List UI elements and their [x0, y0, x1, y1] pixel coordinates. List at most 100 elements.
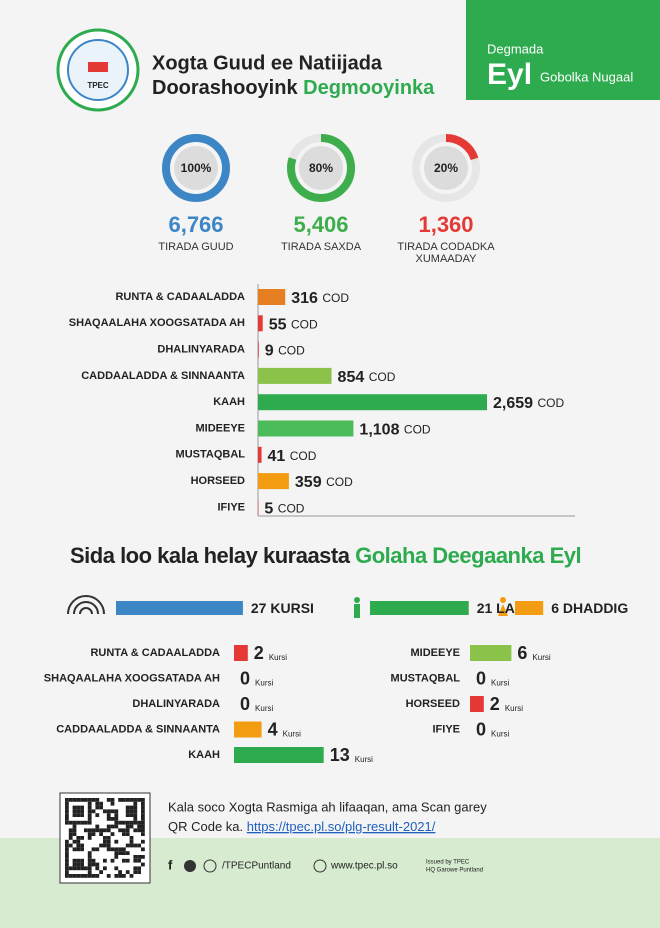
qr-module [76, 858, 81, 863]
total: 5,406 [293, 212, 348, 237]
qr-module [80, 836, 84, 840]
qr-module [133, 843, 138, 848]
party-label: HORSEED [406, 698, 460, 710]
qr-module [91, 809, 96, 814]
value-label: 854 COD [338, 369, 396, 386]
party-label: MUSTAQBAL [391, 672, 461, 684]
qr-module [103, 836, 107, 840]
qr-module [95, 798, 100, 802]
issued: Issued by TPEC [426, 860, 470, 866]
unit: Kursi [491, 679, 509, 688]
qr-module [80, 820, 84, 825]
qr-module [72, 862, 77, 867]
qr-module [76, 820, 81, 825]
qr-module [65, 866, 69, 871]
unit: Kursi [505, 704, 523, 713]
unit: COD [369, 370, 396, 384]
qr-module [129, 824, 134, 829]
qr-module [80, 805, 84, 810]
qr-module [118, 798, 122, 802]
unit: COD [290, 449, 317, 463]
qr-module [95, 866, 100, 871]
qr-module [95, 874, 100, 878]
qr-module [65, 813, 69, 817]
qr-module [129, 874, 134, 878]
qr-module [84, 828, 88, 833]
party-label: IFIYE [217, 501, 245, 513]
qr-module [106, 847, 111, 852]
qr-module [114, 866, 119, 871]
qr-module [76, 874, 81, 878]
qr-module [125, 851, 130, 855]
party-label: KAAH [188, 749, 220, 761]
qr-module [106, 813, 111, 817]
qr-module [106, 817, 111, 821]
unit: COD [326, 475, 353, 489]
bar [258, 341, 259, 358]
seat-label: 4 Kursi [268, 719, 301, 739]
qr-module [72, 839, 77, 844]
qr-module [84, 798, 88, 802]
unit: Kursi [283, 730, 301, 739]
qr-module [137, 858, 141, 863]
qr-module [118, 847, 122, 852]
qr-module [114, 809, 119, 814]
qr-module [106, 874, 111, 878]
caption: TIRADA GUUD [158, 241, 234, 253]
qr-module [110, 824, 115, 829]
qr-module [87, 832, 92, 836]
unit: COD [291, 317, 318, 331]
qr-module [114, 820, 119, 825]
female-icon [498, 597, 508, 616]
qr-module [122, 847, 126, 852]
qr-module [80, 813, 84, 817]
qr-module [72, 866, 77, 871]
globe-icon [313, 859, 327, 873]
qr-module [118, 828, 122, 833]
qr-module [125, 858, 130, 863]
qr-module [65, 851, 69, 855]
party-label: SHAQAALAHA XOOGSATADA AH [69, 317, 245, 329]
link[interactable]: https://tpec.pl.so/plg-result-2021/ [247, 819, 436, 834]
qr-module [84, 820, 88, 825]
qr-module [114, 874, 119, 878]
seat-bar [234, 721, 262, 738]
value: 6 [517, 643, 527, 663]
qr-module [125, 813, 130, 817]
qr-module [122, 874, 126, 878]
social-icon [184, 860, 196, 872]
qr-module [114, 824, 119, 829]
qr-module [129, 820, 134, 825]
party-label: IFIYE [432, 723, 460, 735]
male-icon [354, 597, 360, 618]
qr-module [87, 874, 92, 878]
unit: Kursi [255, 679, 273, 688]
qr-module [65, 820, 69, 825]
bar [258, 367, 332, 384]
qr-module [125, 870, 130, 874]
qr-module [65, 809, 69, 814]
qr-module [103, 839, 107, 844]
social-handle: /TPECPuntland [222, 861, 291, 872]
value: 0 [476, 719, 486, 739]
seat-label: 0 Kursi [476, 668, 509, 688]
section-title-highlight: Golaha Deegaanka Eyl [355, 543, 581, 568]
qr-module [84, 874, 88, 878]
district-box [466, 0, 660, 100]
qr-module [125, 798, 130, 802]
qr-module [65, 798, 69, 802]
qr-module [110, 858, 115, 863]
qr-module [141, 824, 145, 829]
qr-module [91, 832, 96, 836]
logo-box [88, 62, 108, 72]
party-label: KAAH [213, 396, 245, 408]
qr-module [76, 798, 81, 802]
qr-module [141, 809, 145, 814]
qr-module [106, 798, 111, 802]
qr-module [103, 828, 107, 833]
social-icons: f [168, 857, 173, 872]
value: 0 [240, 694, 250, 714]
qr-module [99, 801, 103, 806]
value-label: 316 COD [291, 290, 349, 307]
qr-module [133, 817, 138, 821]
